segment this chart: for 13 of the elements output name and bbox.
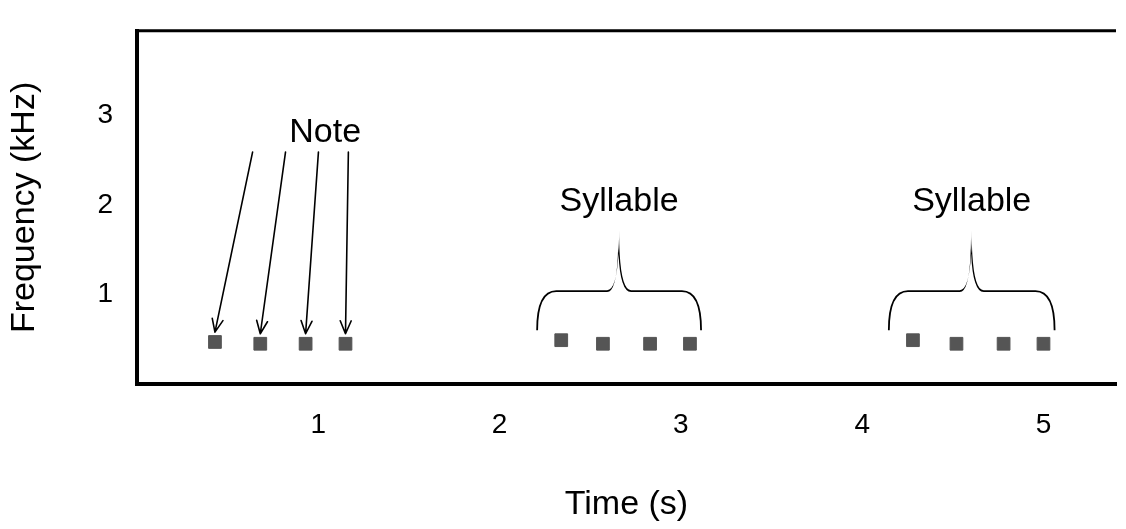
y-tick-label: 1 [97,277,113,309]
y-tick-label: 2 [97,187,113,219]
x-axis-title: Time (s) [564,482,689,521]
annotation: Note [289,110,362,149]
x-tick-label: 2 [491,407,508,439]
y-axis-title: Frequency (kHz) [2,81,41,334]
y-tick-label: 3 [97,98,113,130]
x-tick-label: 1 [310,407,327,439]
x-tick-label: 5 [1035,407,1052,439]
annotation: Syllable [559,179,679,218]
x-tick-label: 4 [854,407,870,439]
x-tick-label: 3 [673,407,689,439]
annotation: Syllable [912,179,1032,218]
